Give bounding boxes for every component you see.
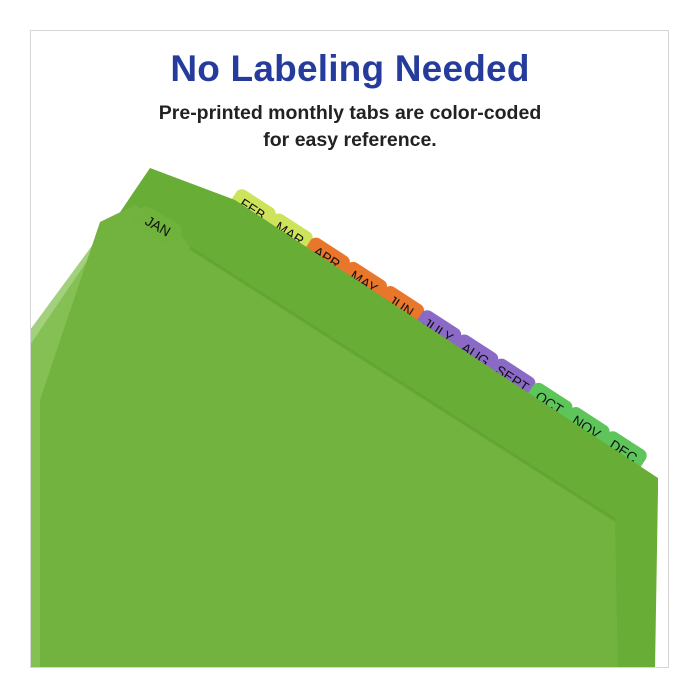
image-border	[30, 30, 669, 668]
subheading-line-2: for easy reference.	[263, 129, 437, 151]
subheading-line-1: Pre-printed monthly tabs are color-coded	[158, 102, 542, 124]
heading: No Labeling Needed	[170, 48, 530, 89]
front-divider	[40, 205, 618, 667]
